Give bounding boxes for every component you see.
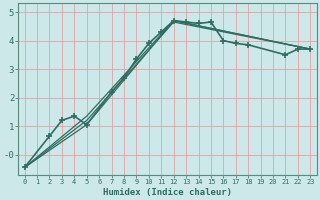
X-axis label: Humidex (Indice chaleur): Humidex (Indice chaleur) xyxy=(103,188,232,197)
